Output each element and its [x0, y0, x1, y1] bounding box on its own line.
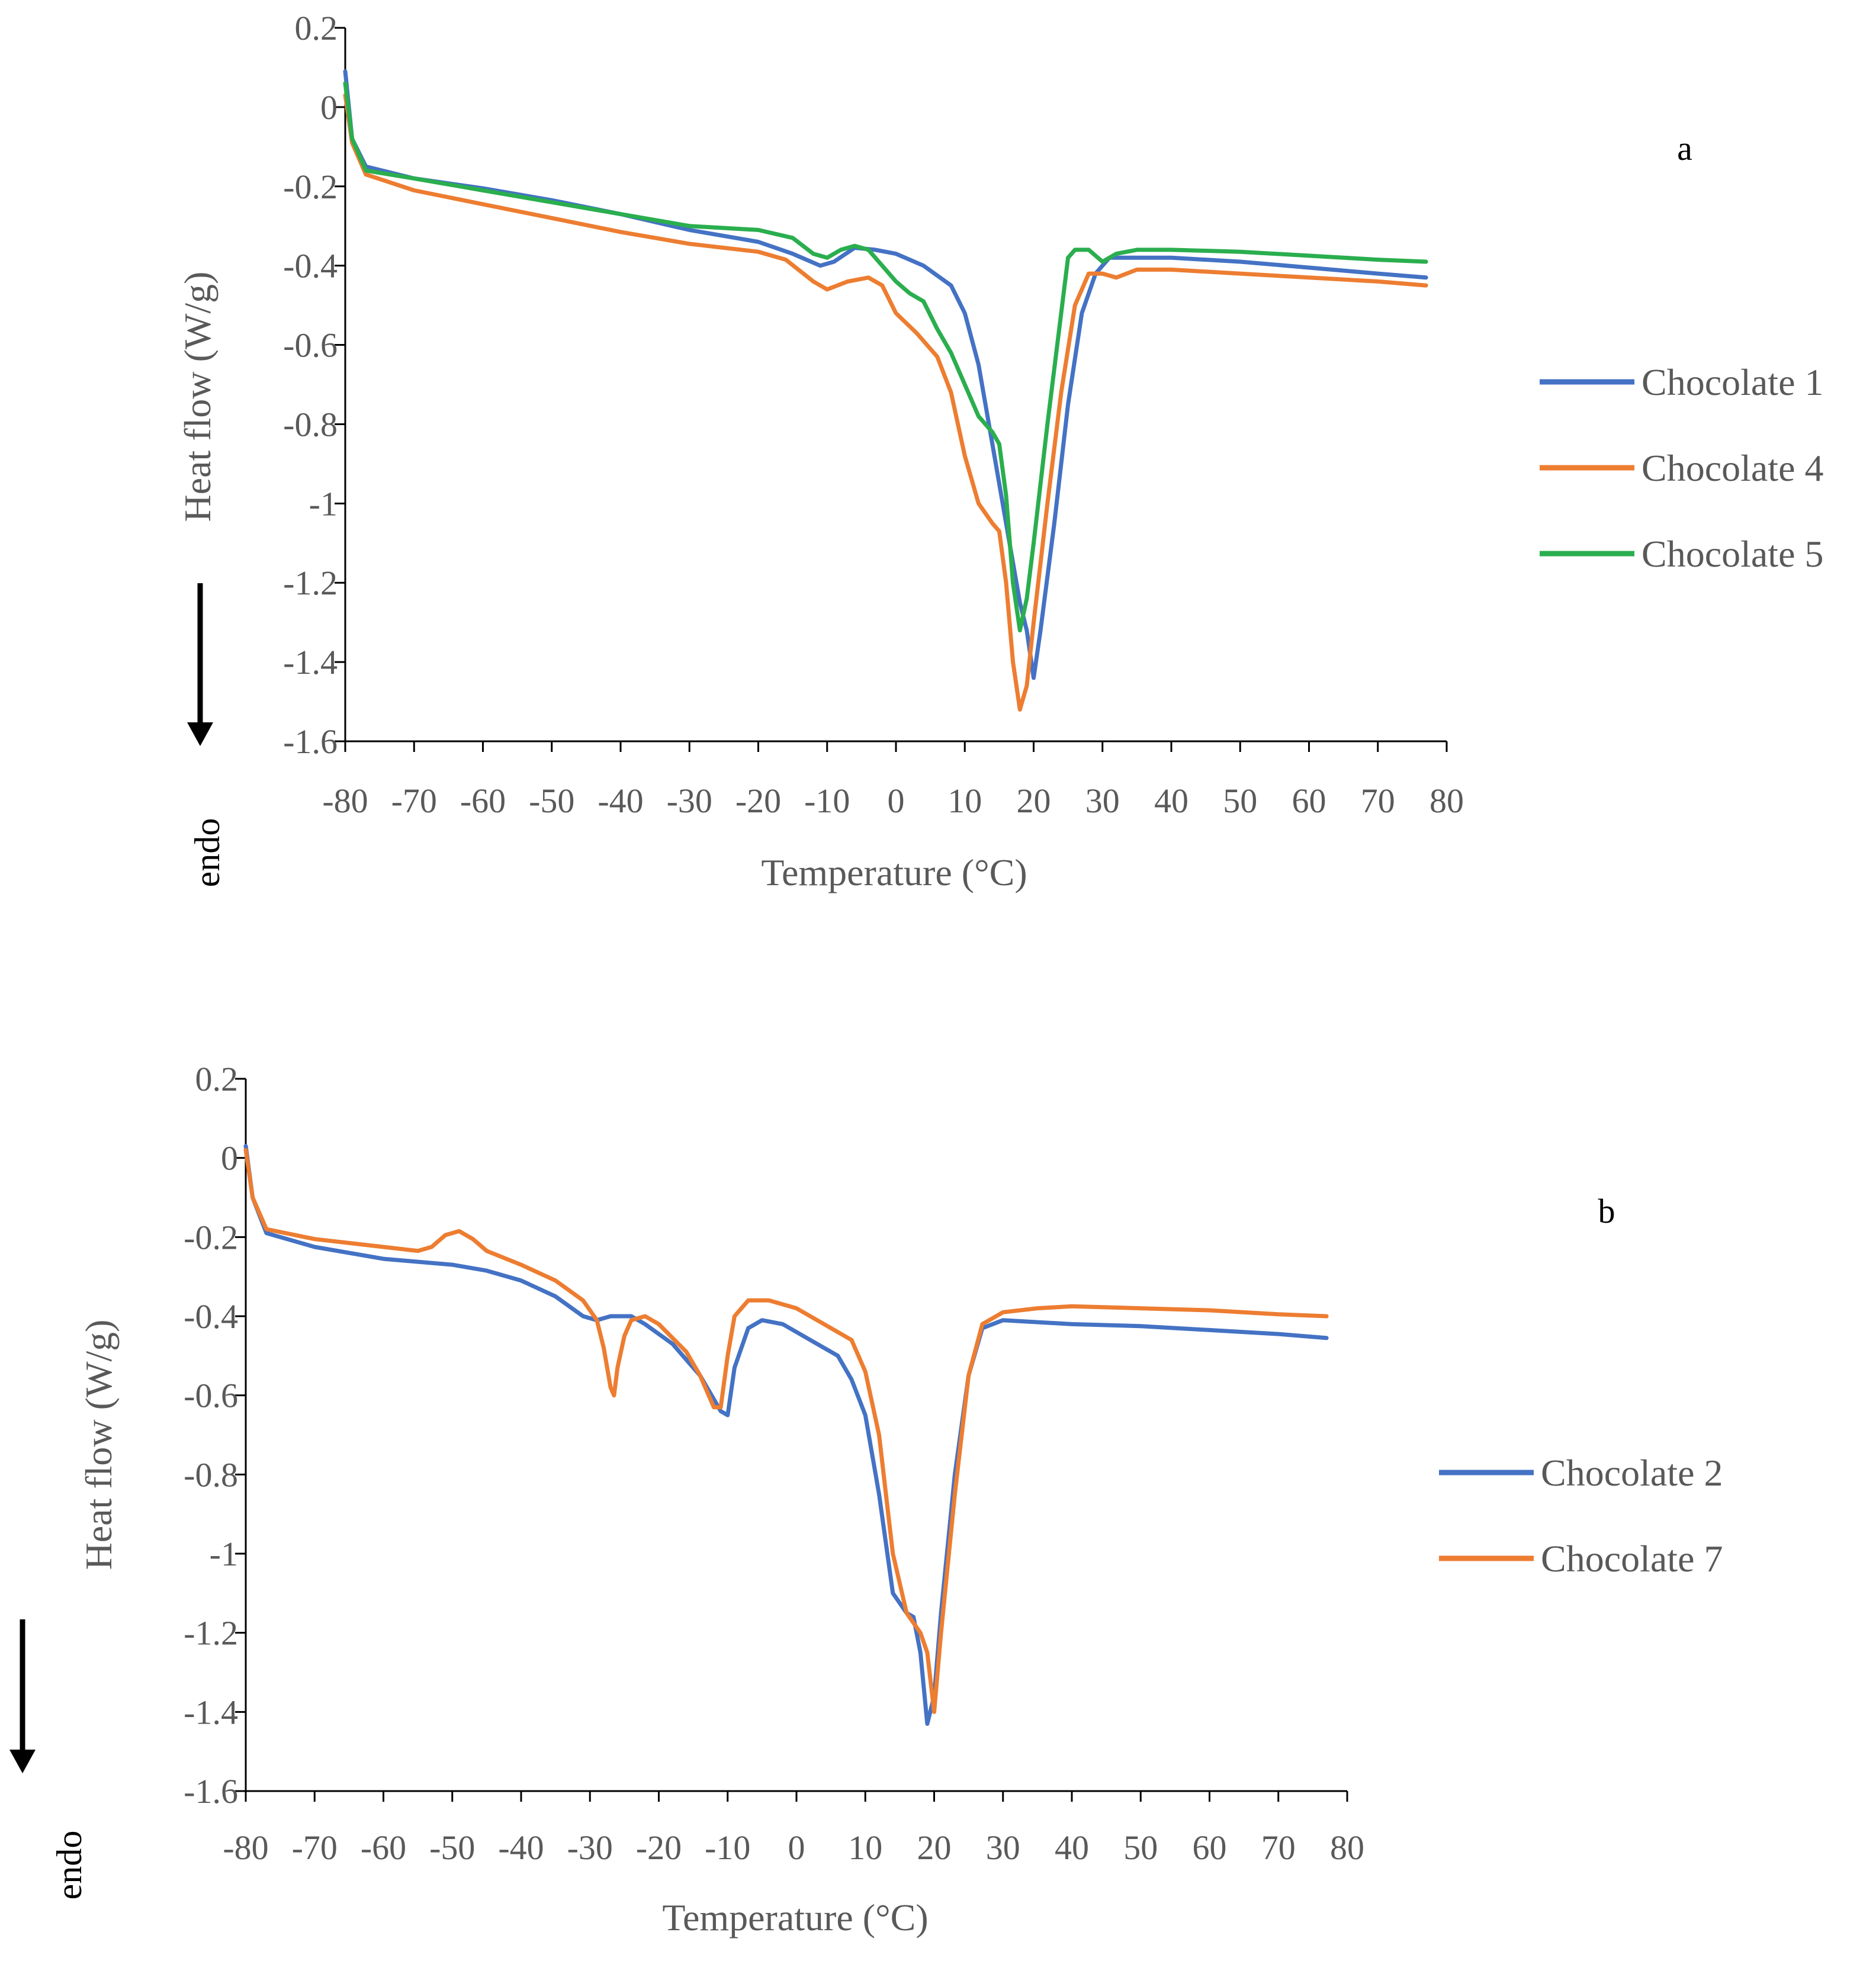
- y-tick-label: -0.6: [283, 326, 338, 365]
- legend: Chocolate 1 Chocolate 4 Chocolate 5: [1540, 361, 1823, 575]
- y-tick-label: -1.4: [184, 1693, 238, 1731]
- legend-label: Chocolate 4: [1641, 447, 1823, 489]
- series-line-chocolate-2: [243, 1144, 1329, 1726]
- x-tick-label: 10: [947, 782, 982, 820]
- legend-item: Chocolate 7: [1439, 1538, 1723, 1580]
- x-tick-label: 70: [1261, 1828, 1296, 1867]
- endo-label: endo: [50, 1831, 89, 1900]
- x-tick-label: -50: [529, 782, 574, 820]
- x-axis-title: Temperature (°C): [761, 851, 1027, 893]
- y-tick-label: -1.2: [184, 1614, 238, 1653]
- x-tick-label: -30: [667, 782, 712, 820]
- x-tick-label: -80: [223, 1828, 268, 1867]
- x-tick-label: -60: [361, 1828, 406, 1867]
- legend: Chocolate 2 Chocolate 7: [1439, 1452, 1723, 1580]
- series-group: [343, 69, 1428, 712]
- x-tick-label: 20: [917, 1828, 952, 1867]
- y-tick-label: 0: [320, 88, 338, 127]
- endo-arrow-head: [187, 722, 213, 746]
- legend-item: Chocolate 1: [1540, 361, 1823, 403]
- x-tick-label: 30: [986, 1828, 1020, 1867]
- x-tick-label: -40: [498, 1828, 544, 1867]
- x-tick-label: 60: [1292, 782, 1326, 820]
- x-tick-label: -80: [322, 782, 368, 820]
- y-tick-label: -1.6: [283, 722, 338, 761]
- y-axis-title: Heat flow (W/g): [176, 272, 219, 522]
- x-tick-label: 80: [1430, 782, 1464, 820]
- y-tick-label: -0.6: [184, 1377, 238, 1415]
- panel-label: a: [1677, 129, 1692, 168]
- x-tick-label: -50: [429, 1828, 475, 1867]
- series-line-chocolate-1: [343, 69, 1428, 680]
- axes-group: -80 -70 -60 -50 -40 -30 -20 -10 0 10 20 30 40 50 60 70 8…: [184, 1060, 1364, 1867]
- axes-group: -80 -70 -60 -50 -40 -30 -20 -10 0 10 20 30 40 50 60 70 8…: [283, 9, 1464, 820]
- y-tick-label: -0.2: [184, 1218, 238, 1256]
- y-tick-label: 0.2: [195, 1060, 239, 1098]
- y-tick-label: -0.8: [184, 1455, 238, 1494]
- x-tick-label: -10: [804, 782, 850, 820]
- chart-panel-b: -80 -70 -60 -50 -40 -30 -20 -10 0 10 20 30 40 50 60 70 8…: [9, 1060, 1723, 1939]
- legend-item: Chocolate 5: [1540, 533, 1823, 575]
- y-tick-label: -0.8: [283, 405, 338, 443]
- x-tick-label: 40: [1055, 1828, 1089, 1867]
- y-axis-title: Heat flow (W/g): [78, 1320, 120, 1570]
- x-tick-label: 0: [788, 1828, 805, 1867]
- legend-item: Chocolate 4: [1540, 447, 1823, 489]
- x-tick-label: 20: [1017, 782, 1051, 820]
- x-tick-label: -70: [292, 1828, 338, 1867]
- chart-panel-a: -80 -70 -60 -50 -40 -30 -20 -10 0 10 20 30 40 50 60 70 8…: [176, 9, 1823, 893]
- x-tick-label: 0: [888, 782, 905, 820]
- series-line-chocolate-5: [343, 81, 1428, 633]
- x-tick-label: -20: [735, 782, 781, 820]
- y-tick-label: -1.4: [283, 643, 338, 681]
- legend-item: Chocolate 2: [1439, 1452, 1723, 1494]
- y-tick-label: -1: [210, 1535, 238, 1573]
- x-tick-label: -20: [636, 1828, 682, 1867]
- y-tick-label: 0: [221, 1139, 238, 1178]
- x-tick-label: 50: [1223, 782, 1257, 820]
- x-tick-label: 70: [1361, 782, 1395, 820]
- y-tick-label: -1: [309, 484, 338, 523]
- y-tick-label: -1.2: [283, 564, 338, 602]
- legend-label: Chocolate 7: [1541, 1538, 1723, 1580]
- y-tick-label: -0.4: [283, 247, 338, 285]
- legend-label: Chocolate 1: [1641, 361, 1823, 403]
- endo-arrow-head: [9, 1750, 36, 1773]
- x-tick-label: -70: [391, 782, 437, 820]
- x-tick-label: -10: [705, 1828, 750, 1867]
- y-tick-label: -0.2: [283, 168, 338, 206]
- x-tick-label: 10: [848, 1828, 882, 1867]
- y-tick-label: -1.6: [184, 1772, 238, 1811]
- y-tick-label: 0.2: [295, 9, 338, 47]
- x-axis-title: Temperature (°C): [662, 1896, 928, 1939]
- endo-label: endo: [188, 818, 227, 888]
- x-tick-label: 30: [1085, 782, 1120, 820]
- series-group: [243, 1144, 1329, 1726]
- x-tick-label: -30: [567, 1828, 613, 1867]
- panel-label: b: [1598, 1192, 1615, 1230]
- x-tick-label: 40: [1154, 782, 1188, 820]
- legend-label: Chocolate 5: [1641, 533, 1823, 575]
- x-tick-label: 50: [1123, 1828, 1158, 1867]
- y-tick-label: -0.4: [184, 1297, 238, 1336]
- x-tick-label: 60: [1193, 1828, 1227, 1867]
- series-line-chocolate-7: [243, 1147, 1329, 1714]
- x-tick-label: -60: [460, 782, 506, 820]
- x-tick-label: 80: [1330, 1828, 1364, 1867]
- x-tick-label: -40: [598, 782, 643, 820]
- legend-label: Chocolate 2: [1541, 1452, 1723, 1494]
- series-line-chocolate-4: [343, 93, 1428, 712]
